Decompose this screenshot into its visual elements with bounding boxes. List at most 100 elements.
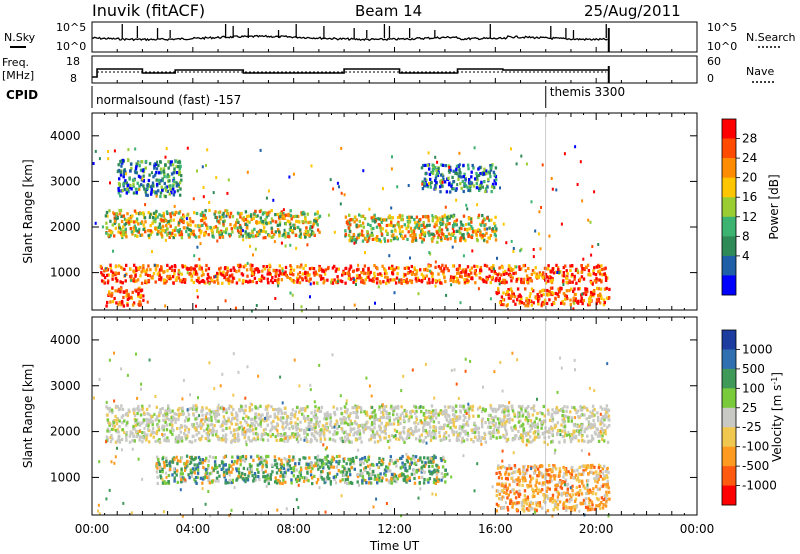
power-cell [520,277,523,281]
power-cell [589,295,592,300]
velocity-cell [260,460,263,464]
power-cell [566,281,570,285]
power-cell [470,271,473,275]
power-cell [415,269,419,273]
velocity-cell [548,427,551,431]
power-cell [246,274,249,278]
power-cell [104,214,108,218]
velocity-cell [517,405,521,409]
power-cell [493,230,496,234]
power-cell [186,226,189,230]
power-cell [283,213,286,217]
power-cell [309,282,312,286]
power-cell [554,296,557,300]
power-cell [160,218,163,222]
power-cell [165,227,169,231]
power-cell [289,272,292,276]
power-cell [393,267,396,271]
power-cell [123,229,126,233]
power-cell [391,216,395,220]
power-cell [455,167,458,171]
velocity-cell [295,468,298,472]
power-cell [200,229,203,233]
velocity-cell [348,458,351,462]
velocity-cell [260,437,263,441]
power-cell [353,241,356,245]
power-cell [132,184,135,188]
power-cell [502,303,505,307]
power-cell [430,237,434,241]
power-cell [214,275,217,278]
power-cell [417,292,420,296]
power-cell [411,236,414,240]
power-cell [466,265,470,269]
velocity-cell [258,462,262,466]
velocity-cell [250,421,253,425]
velocity-cell [489,406,493,410]
power-cell [444,205,447,209]
power-cell [562,265,565,270]
power-cell [509,268,512,272]
power-cell [376,217,379,221]
velocity-cell [316,431,319,435]
power-cell [241,273,245,277]
velocity-cell [454,404,458,408]
velocity-cell [187,473,190,477]
power-cell [411,272,414,276]
power-cell [475,175,479,179]
velocity-cell [504,427,507,431]
velocity-cell [375,477,379,481]
velocity-cell [429,460,432,464]
power-cell [160,268,163,272]
velocity-cell [274,408,277,412]
velocity-cell [441,465,445,469]
power-cell [603,272,606,276]
power-cell [560,222,563,226]
power-cell [130,166,133,170]
power-cell [152,175,155,179]
power-cell [418,233,422,237]
velocity-cell [211,455,215,460]
velocity-cell [308,456,311,460]
velocity-cell [116,428,119,432]
velocity-cell [204,437,207,441]
power-cell [126,187,129,191]
velocity-cell [393,428,397,432]
power-cell [299,265,302,269]
power-cell [581,267,584,271]
power-cell [147,278,151,283]
power-cell [244,222,248,227]
power-cell [109,233,113,237]
velocity-cell [413,476,416,481]
velocity-cell [395,464,398,468]
power-cell [265,215,268,219]
power-cell [196,289,199,293]
velocity-cell [232,462,235,466]
velocity-cell [201,481,204,485]
velocity-cell [332,405,335,409]
velocity-cell [191,424,195,429]
velocity-cell [378,476,381,480]
velocity-cell [329,480,332,484]
velocity-cell [364,466,367,470]
velocity-cell [505,429,508,433]
power-cell [304,217,307,221]
velocity-cell [546,408,550,412]
velocity-cell [561,407,564,411]
velocity-cell [150,415,153,419]
power-cell [107,150,110,153]
power-cell [189,232,192,236]
velocity-cell [355,415,358,419]
velocity-cell [372,463,375,467]
power-cell [482,217,486,221]
power-cell [502,278,505,282]
power-cell [147,273,150,277]
velocity-cell [213,412,216,416]
power-cell [434,155,437,159]
power-cell [423,177,427,181]
power-cell [312,281,316,285]
power-cell [190,266,193,270]
power-cell [464,268,468,272]
power-cell [589,220,592,224]
power-cell [401,230,404,234]
